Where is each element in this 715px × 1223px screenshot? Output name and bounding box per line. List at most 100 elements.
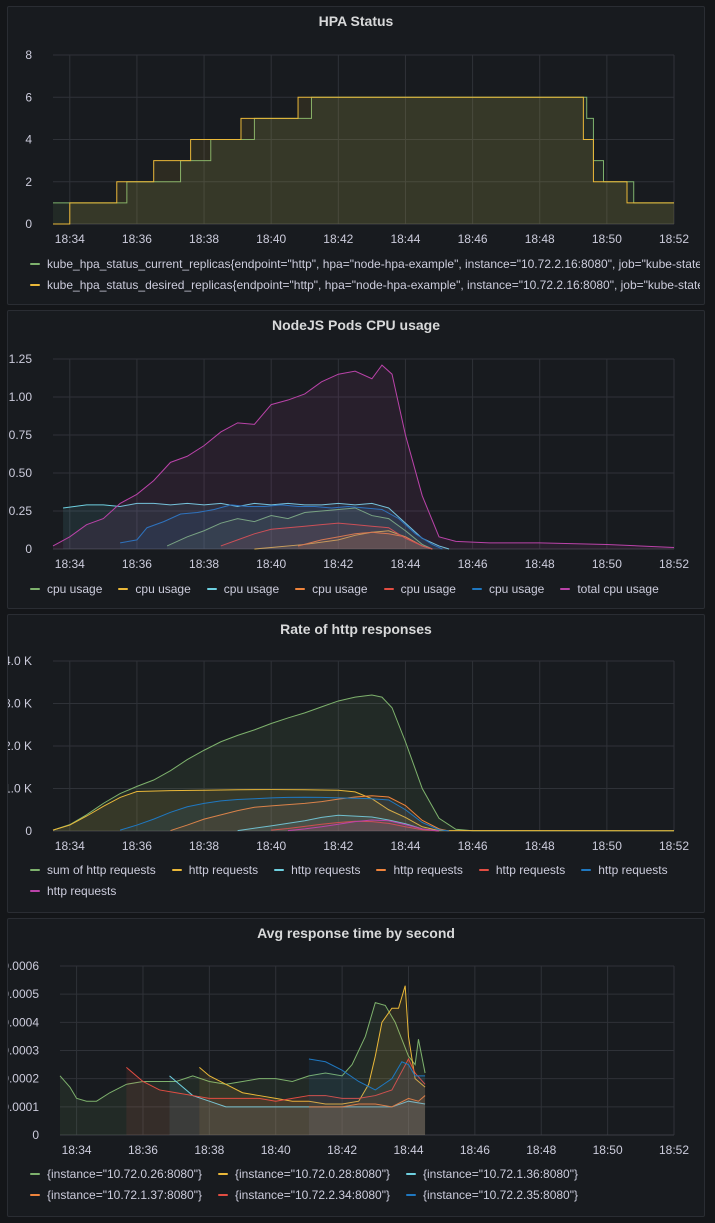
- legend-item[interactable]: cpu usage: [30, 580, 102, 597]
- legend-item[interactable]: cpu usage: [471, 580, 544, 597]
- series-line[interactable]: [59, 1002, 426, 1102]
- legend-label: cpu usage: [223, 581, 280, 596]
- legend-item[interactable]: {instance="10.72.0.26:8080"}: [30, 1165, 202, 1182]
- series-line[interactable]: [119, 796, 450, 832]
- legend-label: {instance="10.72.0.26:8080"}: [47, 1166, 202, 1181]
- legend-swatch: [383, 587, 394, 590]
- y-tick-label: 0: [32, 1128, 39, 1142]
- x-tick-label: 18:42: [323, 557, 353, 571]
- legend-label: {instance="10.72.1.37:8080"}: [47, 1187, 202, 1202]
- legend-swatch: [30, 868, 40, 871]
- legend-item[interactable]: {instance="10.72.1.37:8080"}: [30, 1186, 202, 1203]
- legend-item[interactable]: http requests: [30, 882, 116, 899]
- legend-item[interactable]: total cpu usage: [560, 580, 659, 597]
- series-line[interactable]: [52, 694, 674, 832]
- legend-swatch: [376, 868, 387, 871]
- legend-item[interactable]: kube_hpa_status_current_replicas{endpoin…: [30, 253, 700, 274]
- panel-title[interactable]: NodeJS Pods CPU usage: [271, 317, 441, 333]
- x-tick-label: 18:38: [189, 839, 219, 853]
- legend-item[interactable]: cpu usage: [295, 580, 368, 597]
- legend-item[interactable]: {instance="10.72.2.34:8080"}: [218, 1186, 390, 1203]
- y-tick-label: 6: [25, 90, 32, 104]
- legend-item[interactable]: http requests: [274, 861, 360, 878]
- legend-swatch: [30, 283, 40, 286]
- legend-item[interactable]: cpu usage: [383, 580, 456, 597]
- chart-legend: kube_hpa_status_current_replicas{endpoin…: [30, 253, 700, 295]
- series-area: [53, 97, 674, 224]
- series-area: [53, 789, 674, 831]
- chart-legend: {instance="10.72.0.26:8080"} {instance="…: [30, 1165, 700, 1203]
- legend-swatch: [30, 262, 40, 265]
- x-tick-label: 18:48: [525, 232, 555, 246]
- x-tick-label: 18:46: [460, 1143, 490, 1157]
- series-line[interactable]: [53, 96, 674, 225]
- x-tick-label: 18:36: [122, 557, 152, 571]
- legend-item[interactable]: {instance="10.72.2.35:8080"}: [406, 1186, 578, 1203]
- chart-legend: sum of http requests http requests http …: [30, 861, 700, 899]
- series-line[interactable]: [308, 1058, 426, 1091]
- avg-response-time-chart: 0 0.0001 0.0002 0.0003 0.0004 0.0005 0.0006 18:…: [8, 959, 689, 1157]
- legend-item[interactable]: sum of http requests: [30, 861, 156, 878]
- y-tick-label: 0.0005: [8, 987, 39, 1001]
- legend-label: http requests: [188, 862, 259, 877]
- legend-item[interactable]: http requests: [581, 861, 668, 878]
- x-tick-label: 18:34: [55, 232, 85, 246]
- y-tick-label: 0.0002: [8, 1072, 39, 1086]
- y-tick-label: 0.50: [9, 466, 33, 480]
- legend-label: http requests: [47, 883, 117, 898]
- legend-item[interactable]: http requests: [376, 861, 463, 878]
- series-line[interactable]: [199, 985, 426, 1105]
- legend-label: {instance="10.72.1.36:8080"}: [423, 1166, 578, 1181]
- y-tick-label: 0: [25, 824, 32, 838]
- series-line[interactable]: [52, 364, 675, 548]
- series-line[interactable]: [166, 507, 433, 550]
- series-line[interactable]: [52, 789, 675, 832]
- legend-swatch: [218, 1172, 228, 1175]
- x-tick-label: 18:44: [393, 1143, 423, 1157]
- series-line[interactable]: [170, 795, 450, 832]
- x-tick-label: 18:52: [659, 232, 689, 246]
- hpa-status-chart: 0 2 4 6 8 18:34 18:36 18:38 18:40 18:42 18:44 18:46…: [25, 48, 689, 246]
- legend-swatch: [30, 1193, 40, 1196]
- legend-item[interactable]: cpu usage: [118, 580, 191, 597]
- legend-label: total cpu usage: [577, 581, 659, 596]
- series-line[interactable]: [126, 1057, 426, 1102]
- legend-item[interactable]: {instance="10.72.1.36:8080"}: [406, 1165, 578, 1182]
- y-tick-label: 0.0001: [8, 1100, 39, 1114]
- y-tick-label: 2.0 K: [8, 739, 32, 753]
- x-tick-label: 18:44: [390, 232, 420, 246]
- panel-title[interactable]: HPA Status: [318, 13, 394, 29]
- series-line[interactable]: [287, 819, 440, 832]
- panel-title[interactable]: Avg response time by second: [257, 925, 455, 941]
- series-line[interactable]: [220, 522, 433, 550]
- legend-item[interactable]: {instance="10.72.0.28:8080"}: [218, 1165, 390, 1182]
- x-tick-label: 18:46: [458, 839, 488, 853]
- legend-swatch: [171, 868, 182, 871]
- legend-swatch: [560, 587, 571, 590]
- x-tick-label: 18:44: [390, 557, 420, 571]
- legend-label: {instance="10.72.2.34:8080"}: [235, 1187, 390, 1202]
- series-area: [271, 821, 440, 831]
- x-tick-label: 18:50: [592, 232, 622, 246]
- legend-swatch: [478, 868, 489, 871]
- legend-item[interactable]: http requests: [478, 861, 565, 878]
- legend-swatch: [295, 587, 306, 590]
- series-line[interactable]: [63, 502, 450, 550]
- legend-item[interactable]: kube_hpa_status_desired_replicas{endpoin…: [30, 274, 700, 295]
- series-line[interactable]: [308, 1095, 426, 1108]
- legend-label: kube_hpa_status_current_replicas{endpoin…: [47, 256, 700, 271]
- legend-item[interactable]: cpu usage: [206, 580, 280, 597]
- x-tick-label: 18:34: [62, 1143, 92, 1157]
- x-tick-label: 18:44: [390, 839, 420, 853]
- series-line[interactable]: [120, 504, 443, 550]
- y-tick-label: 1.25: [9, 352, 33, 366]
- legend-label: {instance="10.72.2.35:8080"}: [423, 1187, 578, 1202]
- legend-item[interactable]: http requests: [171, 861, 259, 878]
- panel-title[interactable]: Rate of http responses: [280, 621, 432, 637]
- x-tick-label: 18:42: [323, 839, 353, 853]
- x-tick-label: 18:40: [261, 1143, 291, 1157]
- x-tick-label: 18:36: [122, 839, 152, 853]
- legend-swatch: [30, 1172, 40, 1175]
- series-area: [298, 532, 433, 549]
- x-tick-label: 18:42: [327, 1143, 357, 1157]
